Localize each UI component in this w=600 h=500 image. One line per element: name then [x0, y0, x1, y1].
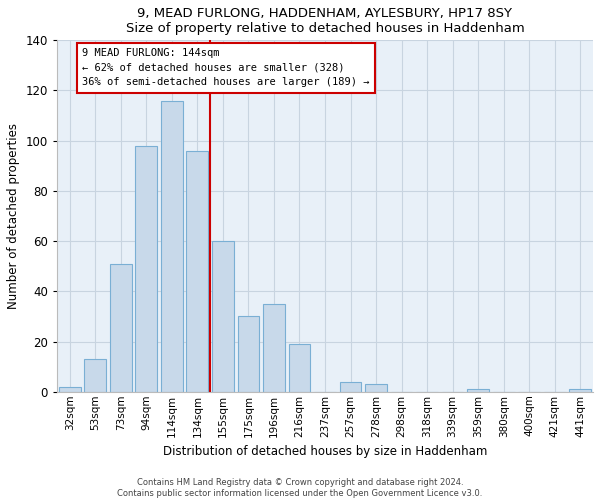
- Text: 9 MEAD FURLONG: 144sqm
← 62% of detached houses are smaller (328)
36% of semi-de: 9 MEAD FURLONG: 144sqm ← 62% of detached…: [82, 48, 370, 88]
- Bar: [59, 387, 80, 392]
- Bar: [289, 344, 310, 392]
- Bar: [569, 390, 591, 392]
- Title: 9, MEAD FURLONG, HADDENHAM, AYLESBURY, HP17 8SY
Size of property relative to det: 9, MEAD FURLONG, HADDENHAM, AYLESBURY, H…: [125, 7, 524, 35]
- Bar: [212, 241, 234, 392]
- Bar: [85, 359, 106, 392]
- Bar: [263, 304, 285, 392]
- Bar: [238, 316, 259, 392]
- Bar: [365, 384, 387, 392]
- Bar: [110, 264, 131, 392]
- X-axis label: Distribution of detached houses by size in Haddenham: Distribution of detached houses by size …: [163, 445, 487, 458]
- Y-axis label: Number of detached properties: Number of detached properties: [7, 123, 20, 309]
- Bar: [340, 382, 361, 392]
- Bar: [161, 100, 182, 392]
- Bar: [467, 390, 489, 392]
- Text: Contains HM Land Registry data © Crown copyright and database right 2024.
Contai: Contains HM Land Registry data © Crown c…: [118, 478, 482, 498]
- Bar: [187, 151, 208, 392]
- Bar: [136, 146, 157, 392]
